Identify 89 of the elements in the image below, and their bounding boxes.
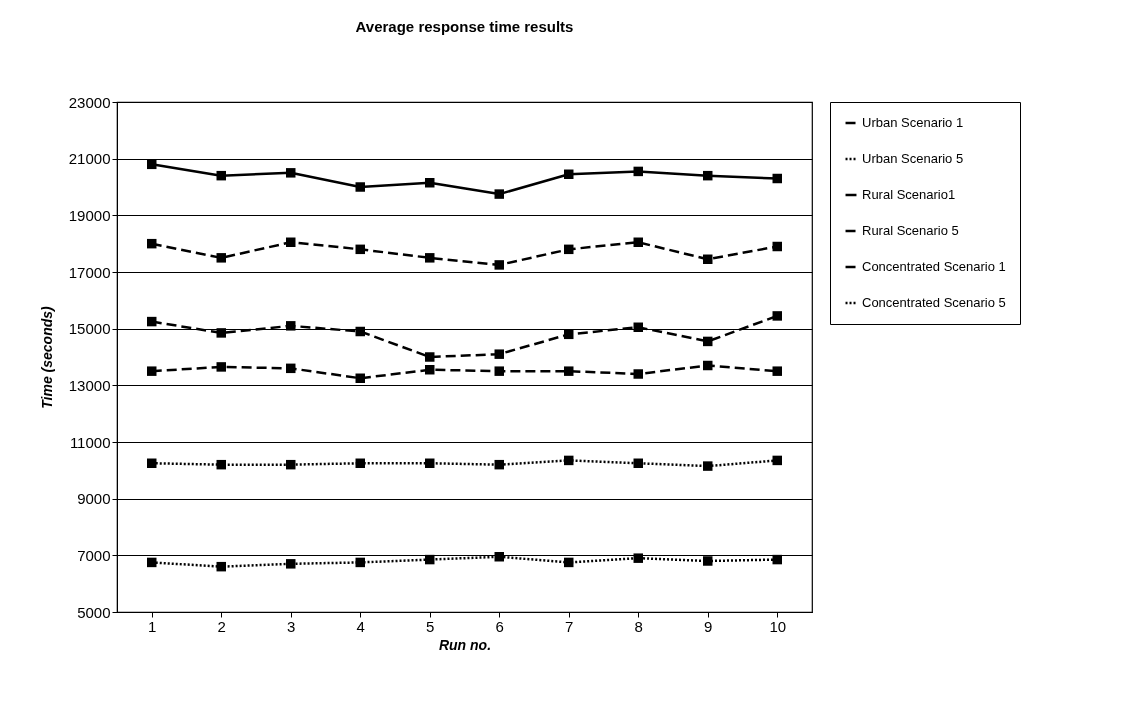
point xyxy=(147,557,157,568)
point xyxy=(703,461,713,471)
point xyxy=(425,554,435,565)
point xyxy=(494,459,504,470)
point xyxy=(633,237,643,247)
point xyxy=(633,322,643,332)
point xyxy=(494,366,504,376)
point xyxy=(425,352,435,362)
x-tick-label: 2 xyxy=(217,617,226,635)
point xyxy=(286,168,296,178)
legend-label: Rural Scenario1 xyxy=(862,187,956,202)
point xyxy=(633,166,643,177)
point xyxy=(633,553,643,563)
y-tick-label: 19000 xyxy=(68,206,111,224)
y-tick-label: 11000 xyxy=(69,433,111,451)
point xyxy=(147,458,157,468)
x-tick-label: 8 xyxy=(634,617,643,635)
point xyxy=(772,554,782,565)
point xyxy=(425,365,435,375)
point xyxy=(703,254,713,264)
x-tick-label: 4 xyxy=(356,617,365,635)
point xyxy=(494,260,504,270)
point xyxy=(494,552,504,562)
point xyxy=(286,559,296,569)
x-tick-label: 1 xyxy=(148,617,157,635)
point xyxy=(355,458,365,468)
point xyxy=(772,455,782,466)
x-tick-label: 7 xyxy=(565,617,574,635)
point xyxy=(216,561,226,572)
legend-label: Rural Scenario 5 xyxy=(862,223,959,238)
point xyxy=(216,170,226,181)
y-tick-label: 5000 xyxy=(77,603,111,621)
point xyxy=(772,173,782,184)
point xyxy=(147,238,157,249)
point xyxy=(633,369,643,379)
legend-label: Concentrated Scenario 5 xyxy=(862,295,1006,310)
point xyxy=(355,244,365,255)
point xyxy=(286,459,296,470)
point xyxy=(286,321,296,331)
point xyxy=(216,253,226,263)
point xyxy=(286,237,296,247)
y-axis-title: Time (seconds) xyxy=(38,305,55,409)
legend-label: Concentrated Scenario 1 xyxy=(862,259,1006,274)
y-tick-label: 7000 xyxy=(77,546,111,564)
point xyxy=(355,326,365,337)
point xyxy=(216,328,226,338)
point xyxy=(425,178,435,188)
point xyxy=(355,373,365,383)
point xyxy=(772,311,782,321)
legend-label: Urban Scenario 5 xyxy=(862,151,964,166)
x-tick-label: 5 xyxy=(426,617,435,635)
point xyxy=(703,170,713,181)
point xyxy=(494,189,504,199)
point xyxy=(564,169,574,179)
point xyxy=(633,458,643,468)
y-tick-label: 13000 xyxy=(68,376,111,394)
point xyxy=(425,253,435,263)
point xyxy=(216,362,226,372)
chart-title: Average response time results xyxy=(355,18,574,35)
point xyxy=(703,556,713,566)
x-tick-label: 10 xyxy=(769,617,787,635)
y-tick-label: 15000 xyxy=(68,320,111,338)
y-tick-label: 9000 xyxy=(77,490,111,508)
point xyxy=(147,159,157,170)
point xyxy=(564,329,574,340)
legend-label: Urban Scenario 1 xyxy=(862,115,964,130)
x-tick-label: 6 xyxy=(495,617,504,635)
point xyxy=(355,557,365,568)
point xyxy=(147,316,157,327)
y-tick-label: 21000 xyxy=(68,150,111,168)
point xyxy=(564,455,574,466)
x-tick-label: 9 xyxy=(704,617,713,635)
x-axis-title: Run no. xyxy=(438,636,492,653)
x-tick-label: 3 xyxy=(287,617,296,635)
point xyxy=(355,182,365,192)
point xyxy=(772,366,782,376)
point xyxy=(286,363,296,374)
point xyxy=(564,557,574,568)
y-tick-label: 17000 xyxy=(68,263,111,281)
point xyxy=(703,360,713,371)
y-tick-label: 23000 xyxy=(68,93,111,111)
point xyxy=(494,349,504,359)
point xyxy=(564,244,574,255)
point xyxy=(703,336,713,347)
point xyxy=(564,366,574,376)
point xyxy=(772,241,782,252)
point xyxy=(147,366,157,376)
point xyxy=(216,459,226,470)
point xyxy=(425,458,435,468)
